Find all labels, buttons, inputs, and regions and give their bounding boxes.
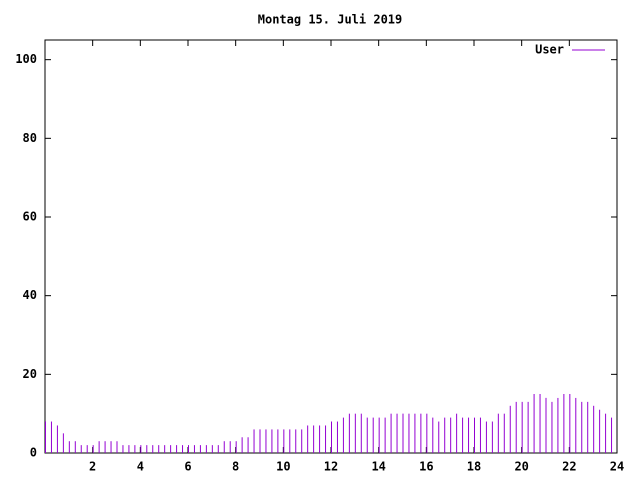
x-tick-label: 12 (324, 460, 338, 474)
legend-label: User (535, 43, 564, 57)
x-tick-label: 2 (89, 460, 96, 474)
x-tick-label: 6 (184, 460, 191, 474)
y-tick-label: 40 (23, 288, 37, 302)
y-tick-label: 100 (15, 52, 37, 66)
chart-title: Montag 15. Juli 2019 (258, 13, 403, 27)
x-tick-label: 20 (514, 460, 528, 474)
x-tick-label: 4 (137, 460, 144, 474)
plot-frame (44, 39, 618, 454)
x-tick-label: 8 (232, 460, 239, 474)
y-tick-label: 0 (30, 446, 37, 460)
x-tick-label: 22 (562, 460, 576, 474)
x-tick-label: 16 (419, 460, 433, 474)
x-tick-label: 14 (371, 460, 385, 474)
x-tick-label: 24 (610, 460, 624, 474)
y-tick-label: 20 (23, 367, 37, 381)
y-tick-label: 60 (23, 210, 37, 224)
x-tick-label: 10 (276, 460, 290, 474)
x-tick-label: 18 (467, 460, 481, 474)
y-tick-label: 80 (23, 131, 37, 145)
